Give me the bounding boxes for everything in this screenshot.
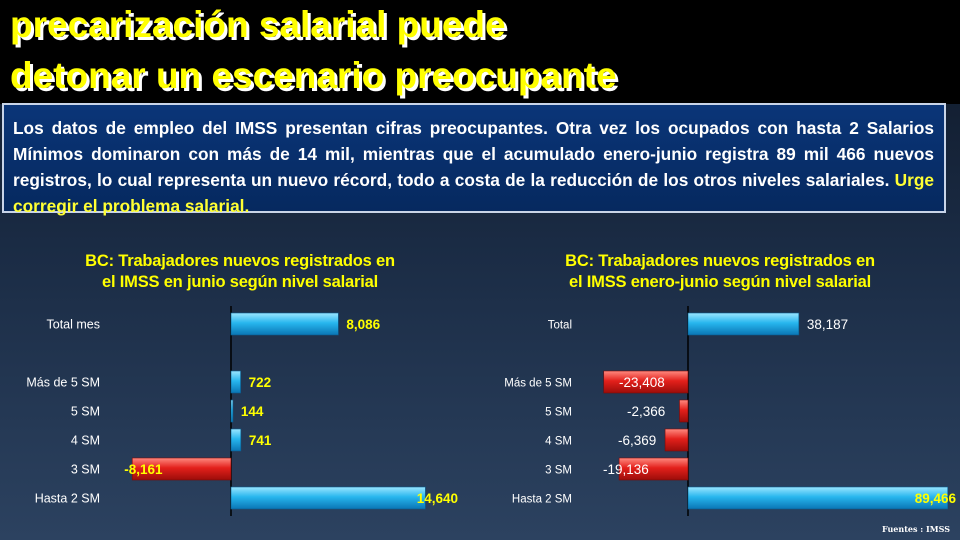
chart-2-value-label-3: -2,366 — [627, 404, 665, 419]
chart-2-category-1: Total — [548, 320, 572, 332]
chart-2-bar-2 — [603, 370, 689, 394]
chart-title-junio: BC: Trabajadores nuevos registrados en e… — [40, 251, 440, 293]
chart-1-value-label-1: 8,086 — [346, 317, 380, 332]
title-band: precarización salarial puede detonar un … — [0, 0, 960, 104]
chart-2-bar-5 — [618, 457, 689, 481]
slide-title-line-2: detonar un escenario preocupante — [10, 55, 617, 96]
chart-title-junio-line-1: BC: Trabajadores nuevos registrados en — [85, 252, 395, 270]
chart-2-bar-4 — [664, 428, 689, 452]
source-note: Fuentes : IMSS — [881, 524, 950, 534]
chart-1-value-label-5: -8,161 — [124, 462, 163, 477]
chart-1-value-label-3: 144 — [241, 404, 264, 419]
chart-2-category-5: 3 SM — [545, 465, 572, 477]
chart-2-category-4: 4 SM — [545, 436, 572, 448]
chart-2-bar-1 — [687, 312, 800, 336]
chart-2-category-6: Hasta 2 SM — [512, 494, 572, 506]
description-highlight: Urge corregir el problema salarial. — [13, 170, 934, 216]
chart-2-bar-3 — [679, 399, 689, 423]
slide-title-line-1: precarización salarial puede — [10, 4, 506, 45]
chart-2-value-label-1: 38,187 — [807, 317, 848, 332]
chart-1-category-4: 4 SM — [71, 434, 100, 448]
description-text: Los datos de empleo del IMSS presentan c… — [13, 118, 934, 190]
chart-1-category-5: 3 SM — [71, 463, 100, 477]
chart-title-junio-line-2: el IMSS en junio según nivel salarial — [102, 273, 378, 291]
chart-2-category-2: Más de 5 SM — [504, 378, 572, 390]
chart-1-value-label-2: 722 — [249, 375, 272, 390]
chart-2-value-label-2: -23,408 — [619, 375, 665, 390]
chart-1-bar-5 — [131, 457, 232, 481]
chart-1-value-label-4: 741 — [249, 433, 272, 448]
chart-1-category-2: Más de 5 SM — [26, 376, 100, 390]
chart-2-value-label-4: -6,369 — [618, 433, 656, 448]
chart-title-enero-junio: BC: Trabajadores nuevos registrados en e… — [510, 251, 930, 293]
chart-1-category-6: Hasta 2 SM — [35, 492, 100, 506]
chart-2-value-label-5: -19,136 — [603, 462, 649, 477]
chart-1-bar-1 — [230, 312, 339, 336]
description-box: Los datos de empleo del IMSS presentan c… — [2, 103, 946, 216]
chart-2-value-label-6: 89,466 — [915, 491, 957, 506]
chart-2-bar-6 — [687, 486, 949, 510]
chart-2-category-3: 5 SM — [545, 407, 572, 419]
chart-1-bar-6 — [230, 486, 426, 510]
chart-1-value-label-6: 14,640 — [417, 491, 458, 506]
chart-title-enero-junio-line-1: BC: Trabajadores nuevos registrados en — [565, 252, 875, 270]
chart-1-bar-4 — [230, 428, 242, 452]
chart-1-bar-2 — [230, 370, 241, 394]
chart-1-bar-3 — [230, 399, 234, 423]
chart-1-category-1: Total mes — [47, 318, 101, 332]
chart-title-enero-junio-line-2: el IMSS enero-junio según nivel salarial — [569, 273, 871, 291]
chart-1-category-3: 5 SM — [71, 405, 100, 419]
